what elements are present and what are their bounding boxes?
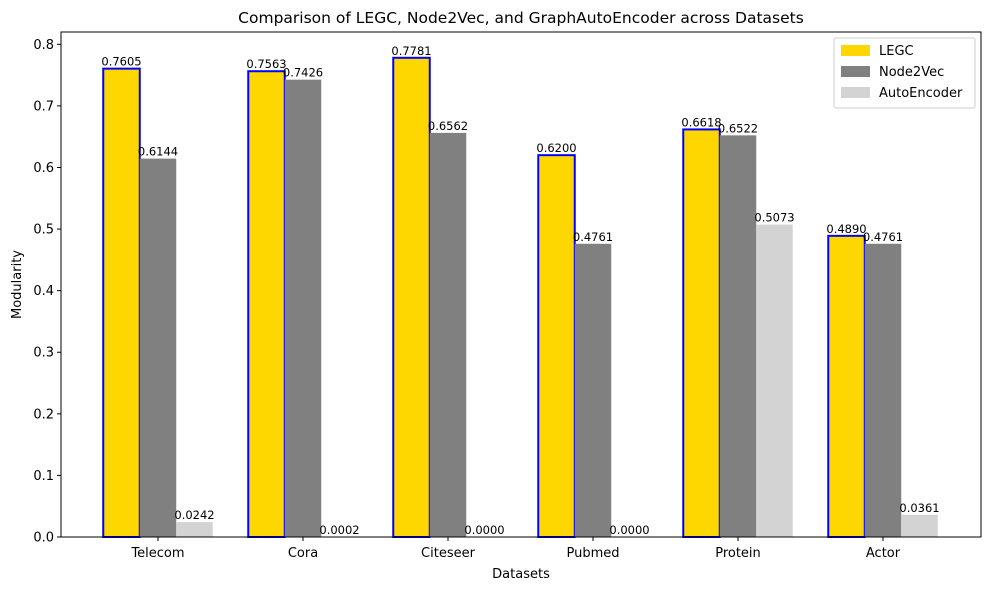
data-label-autoencoder-pubmed: 0.0000 xyxy=(609,523,649,537)
data-labels-layer: 0.7605 0.7563 0.7781 0.6200 0.6618 0.4890 0.61… xyxy=(101,44,939,537)
plot-frame xyxy=(60,31,982,538)
data-label-legc-citeseer: 0.7781 xyxy=(391,44,431,58)
bar-node2vec-telecom xyxy=(139,158,177,537)
y-tick-label: 0.3 xyxy=(33,346,54,361)
legend-label-legc: LEGC xyxy=(879,44,914,59)
legend: LEGC Node2Vec AutoEncoder xyxy=(833,37,976,109)
data-label-autoencoder-actor: 0.0361 xyxy=(899,501,939,515)
x-axis: Telecom Cora Citeseer Pubmed Protein Actor xyxy=(130,537,901,561)
x-tick-label: Protein xyxy=(715,546,761,561)
data-label-node2vec-actor: 0.4761 xyxy=(863,230,903,244)
bar-node2vec-pubmed xyxy=(574,243,612,538)
chart-title: Comparison of LEGC, Node2Vec, and GraphA… xyxy=(238,9,804,27)
bar-node2vec-cora xyxy=(284,79,322,537)
bar-legc-citeseer xyxy=(392,56,431,539)
legend-swatch-legc xyxy=(841,45,870,56)
data-label-legc-cora: 0.7563 xyxy=(246,57,286,71)
bar-legc-protein xyxy=(682,128,721,539)
bar-node2vec-protein xyxy=(719,135,757,537)
bar-node2vec-citeseer xyxy=(429,132,467,537)
y-tick-label: 0.4 xyxy=(33,284,54,299)
y-tick-label: 0.0 xyxy=(33,531,54,546)
data-label-node2vec-telecom: 0.6144 xyxy=(138,145,178,159)
data-label-node2vec-pubmed: 0.4761 xyxy=(573,230,613,244)
bar-autoencoder-actor xyxy=(901,514,938,537)
x-axis-label: Datasets xyxy=(492,567,550,582)
bar-autoencoder-protein xyxy=(756,224,793,537)
x-tick-label: Telecom xyxy=(130,546,184,561)
bar-legc-actor xyxy=(827,234,866,538)
data-label-legc-protein: 0.6618 xyxy=(681,115,721,129)
data-label-autoencoder-cora: 0.0002 xyxy=(319,523,359,537)
y-tick-label: 0.2 xyxy=(33,407,54,422)
x-tick-label: Cora xyxy=(288,546,318,561)
y-axis: 0.0 0.1 0.2 0.3 0.4 0.5 0.6 0.7 0.8 xyxy=(33,38,61,546)
data-label-legc-pubmed: 0.6200 xyxy=(536,141,576,155)
x-tick-label: Actor xyxy=(866,546,901,561)
data-label-autoencoder-protein: 0.5073 xyxy=(754,211,794,225)
data-label-node2vec-cora: 0.7426 xyxy=(283,66,323,80)
bar-autoencoder-telecom xyxy=(176,522,213,537)
y-tick-label: 0.8 xyxy=(33,38,54,53)
x-tick-label: Citeseer xyxy=(421,546,476,561)
bar-node2vec-actor xyxy=(864,243,902,538)
data-label-legc-telecom: 0.7605 xyxy=(101,55,141,69)
data-label-autoencoder-citeseer: 0.0000 xyxy=(464,523,504,537)
bars-layer xyxy=(102,56,938,539)
bar-legc-cora xyxy=(247,70,286,538)
y-tick-label: 0.1 xyxy=(33,469,54,484)
legend-label-autoencoder: AutoEncoder xyxy=(879,86,963,101)
y-tick-label: 0.7 xyxy=(33,99,54,114)
bar-legc-telecom xyxy=(102,67,141,539)
x-tick-label: Pubmed xyxy=(566,546,619,561)
y-tick-label: 0.5 xyxy=(33,223,54,238)
data-label-autoencoder-telecom: 0.0242 xyxy=(174,508,214,522)
legend-label-node2vec: Node2Vec xyxy=(879,65,944,80)
data-label-node2vec-protein: 0.6522 xyxy=(718,121,758,135)
data-label-node2vec-citeseer: 0.6562 xyxy=(428,119,468,133)
y-axis-label: Modularity xyxy=(10,250,25,319)
legend-swatch-autoencoder xyxy=(841,87,870,98)
data-label-legc-actor: 0.4890 xyxy=(826,222,866,236)
y-tick-label: 0.6 xyxy=(33,161,54,176)
bar-legc-pubmed xyxy=(537,154,576,538)
legend-swatch-node2vec xyxy=(841,66,870,77)
